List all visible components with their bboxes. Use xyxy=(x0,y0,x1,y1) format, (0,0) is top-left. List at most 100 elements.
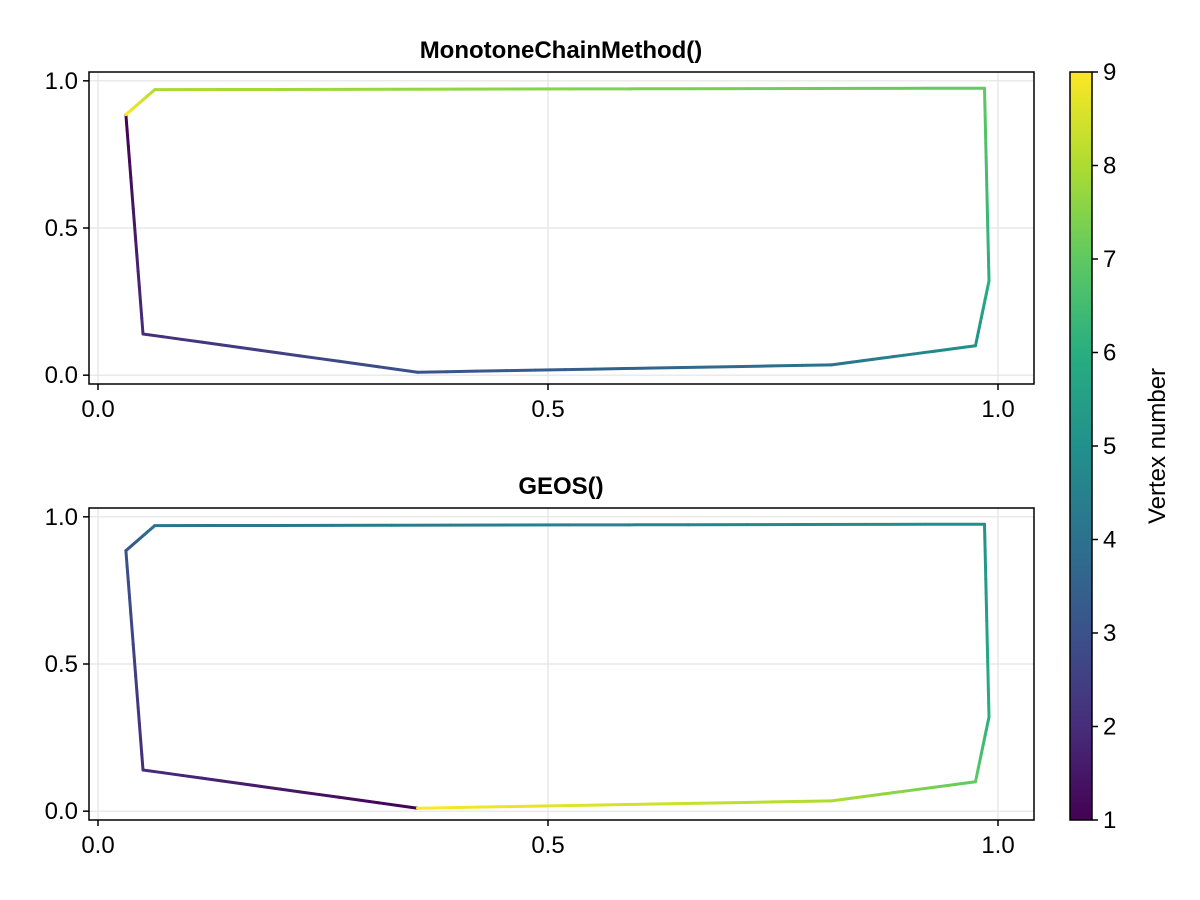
line-segment xyxy=(850,359,864,364)
axes: 0.0 0.5 1.0 0.0 0.5 1.0 xyxy=(45,68,1015,423)
colorbar-tick-label: 3 xyxy=(1103,620,1116,647)
line-segment xyxy=(135,690,140,709)
line-segment xyxy=(534,368,567,372)
line-segment xyxy=(180,337,204,344)
line-segment xyxy=(219,779,243,786)
line-segment xyxy=(902,788,916,793)
line-segment xyxy=(891,353,905,359)
line-segment xyxy=(278,787,302,794)
colorbar-tick-label: 8 xyxy=(1103,153,1116,180)
line-segment xyxy=(337,795,361,802)
line-segment xyxy=(623,802,656,807)
line-segment xyxy=(860,793,875,799)
line-segment xyxy=(871,356,885,361)
line-segment xyxy=(125,128,130,148)
line-segment xyxy=(445,369,479,374)
y-tick-label: 1.0 xyxy=(45,504,78,531)
line-segment xyxy=(139,737,144,756)
x-tick-label: 0.5 xyxy=(531,396,564,423)
line-segment xyxy=(922,785,936,791)
line-segment xyxy=(126,580,132,600)
x-tick-label: 0.0 xyxy=(81,832,114,859)
line-segment xyxy=(200,776,223,783)
line-segment xyxy=(140,316,145,336)
line-segment xyxy=(131,207,136,226)
line-segment xyxy=(396,803,419,810)
line-segment xyxy=(298,790,321,797)
line-segment xyxy=(134,674,139,694)
line-segment xyxy=(475,369,508,373)
line-segment xyxy=(132,222,138,242)
line-segment xyxy=(770,799,804,804)
line-segment xyxy=(593,367,626,371)
line-segment xyxy=(128,596,133,615)
line-segment xyxy=(682,801,715,805)
line-segment xyxy=(711,364,745,369)
line-segment xyxy=(124,111,130,117)
line-segment xyxy=(317,357,341,363)
line-segment xyxy=(902,352,916,357)
line-segment xyxy=(943,346,957,352)
colorbar-tick-label: 6 xyxy=(1103,340,1116,367)
line-segment xyxy=(891,789,905,795)
line-segment xyxy=(963,780,977,785)
line-segment xyxy=(141,768,165,775)
line-segment xyxy=(881,355,895,360)
line-segment xyxy=(278,351,302,358)
line-segment xyxy=(180,773,204,780)
line-segment xyxy=(161,771,184,777)
hull-line xyxy=(124,522,991,810)
line-segment xyxy=(800,363,833,367)
line-segment xyxy=(504,804,538,809)
line-segment xyxy=(563,803,597,808)
line-segment xyxy=(130,191,135,211)
line-segment xyxy=(129,611,134,631)
line-segment xyxy=(317,793,341,799)
y-tick-label: 0.5 xyxy=(45,651,78,678)
line-segment xyxy=(534,804,567,808)
line-segment xyxy=(912,351,926,356)
line-segment xyxy=(200,340,223,347)
line-segment xyxy=(136,269,141,289)
line-segment xyxy=(396,367,419,374)
line-segment xyxy=(871,792,885,797)
x-tick-label: 0.5 xyxy=(531,832,564,859)
line-segment xyxy=(800,799,833,803)
line-segment xyxy=(850,795,864,800)
line-segment xyxy=(137,721,143,741)
line-segment xyxy=(563,367,597,372)
line-segment xyxy=(136,705,141,725)
y-tick-label: 1.0 xyxy=(45,68,78,95)
grid xyxy=(89,72,1034,384)
line-segment xyxy=(840,796,854,802)
line-segment xyxy=(161,335,184,341)
line-segment xyxy=(593,803,626,807)
line-segment xyxy=(259,348,282,355)
line-segment xyxy=(239,782,263,788)
line-segment xyxy=(130,627,135,647)
line-segment xyxy=(741,364,774,368)
colorbar-tick-label: 1 xyxy=(1103,807,1116,834)
line-segment xyxy=(128,160,133,179)
colorbar-label: Vertex number xyxy=(1144,368,1171,524)
colorbar-gradient xyxy=(1069,71,1093,821)
colorbar-tick-label: 9 xyxy=(1103,59,1116,86)
line-segment xyxy=(953,781,967,786)
panel-title: GEOS() xyxy=(518,473,603,500)
line-segment xyxy=(922,349,936,355)
line-segment xyxy=(840,360,854,366)
line-segment xyxy=(416,370,449,374)
line-segment xyxy=(219,343,243,350)
grid xyxy=(89,508,1034,820)
colorbar-tick-label: 5 xyxy=(1103,433,1116,460)
y-tick-label: 0.0 xyxy=(45,362,78,389)
line-segment xyxy=(124,549,129,568)
line-segment xyxy=(357,798,380,805)
line-segment xyxy=(475,805,508,809)
panel-monotone-chain: MonotoneChainMethod() 0.0 0.5 1.0 0.0 0.5 1.0 xyxy=(45,37,1035,423)
axes: 0.0 0.5 1.0 0.0 0.5 1.0 xyxy=(45,504,1015,859)
line-segment xyxy=(376,365,400,371)
panel-geos: GEOS() 0.0 0.5 1.0 0.0 0.5 1.0 xyxy=(45,473,1035,859)
colorbar-tick-label: 4 xyxy=(1103,527,1116,554)
line-segment xyxy=(504,368,538,373)
